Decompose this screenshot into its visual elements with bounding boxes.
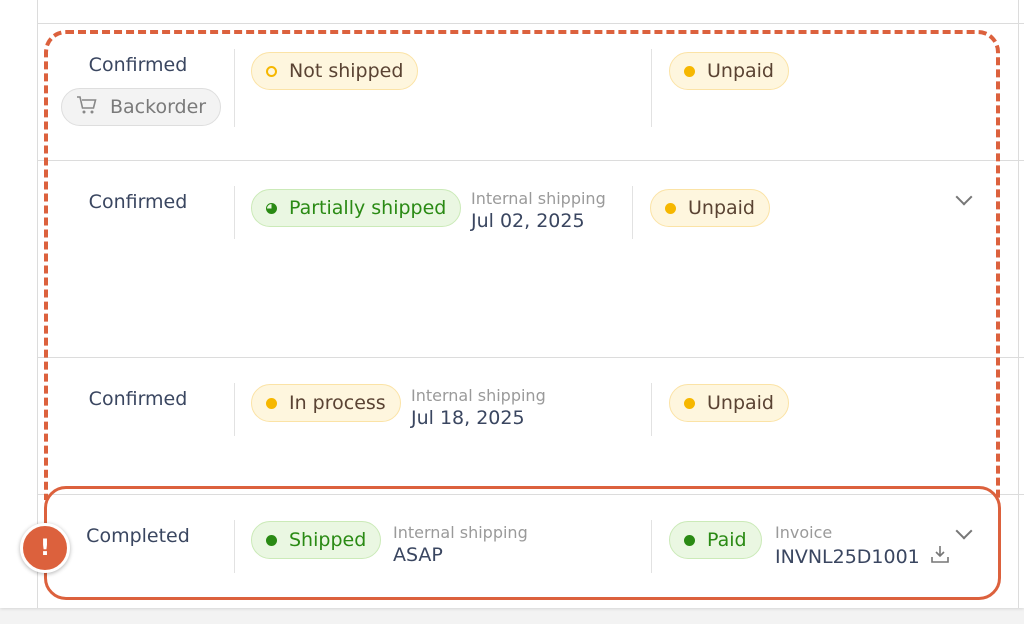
payment-status-badge: Unpaid	[669, 384, 789, 422]
dot-icon	[266, 397, 277, 409]
hollow-circle-icon	[266, 65, 277, 77]
highlight-group-dashed	[44, 30, 1000, 500]
shipping-info: Internal shipping Jul 02, 2025	[471, 189, 606, 232]
invoice-number[interactable]: INVNL25D1001	[775, 545, 920, 568]
table-row[interactable]: Confirmed Backorder Not shipped Unpaid	[38, 23, 1024, 160]
invoice-info: Invoice INVNL25D1001	[775, 523, 950, 569]
dot-icon	[684, 397, 695, 409]
half-circle-icon	[266, 202, 277, 214]
shipment-status-badge: Shipped	[251, 521, 382, 559]
shipping-label: Internal shipping	[471, 189, 606, 208]
shipping-label: Internal shipping	[393, 523, 528, 542]
payment-status-badge: Unpaid	[669, 52, 789, 90]
shipping-date: Jul 18, 2025	[411, 407, 525, 429]
dot-icon	[266, 534, 277, 546]
order-status: Confirmed	[88, 191, 188, 213]
dot-icon	[684, 65, 695, 77]
shipment-status-label: Not shipped	[289, 60, 404, 82]
cart-icon	[76, 95, 98, 120]
table-row[interactable]: Confirmed Partially shipped Internal shi…	[38, 160, 1024, 357]
shipment-status-badge: Partially shipped	[251, 189, 462, 227]
shipment-status-badge: In process	[251, 384, 401, 422]
table-row[interactable]: Completed Shipped Internal shipping ASAP…	[38, 494, 1024, 608]
dot-icon	[665, 202, 676, 214]
dot-icon	[684, 534, 695, 546]
payment-status-label: Paid	[707, 529, 747, 551]
shipping-info: Internal shipping Jul 18, 2025	[411, 386, 546, 429]
shipment-status-label: Shipped	[289, 529, 367, 551]
order-status: Confirmed	[88, 388, 188, 410]
payment-status-label: Unpaid	[688, 197, 755, 219]
payment-status-label: Unpaid	[707, 60, 774, 82]
orders-table: Confirmed Backorder Not shipped Unpaid C…	[0, 0, 1024, 608]
download-icon[interactable]	[930, 544, 950, 569]
column-divider	[1018, 0, 1019, 608]
table-row[interactable]: Confirmed In process Internal shipping J…	[38, 357, 1024, 494]
table-row	[38, 0, 1024, 23]
invoice-label: Invoice	[775, 523, 833, 542]
shipment-status-label: In process	[289, 392, 386, 414]
payment-status-label: Unpaid	[707, 392, 774, 414]
order-status: Completed	[86, 525, 190, 547]
backorder-label: Backorder	[110, 96, 207, 118]
column-divider	[37, 0, 38, 608]
payment-status-badge: Unpaid	[650, 189, 770, 227]
shipment-status-badge: Not shipped	[251, 52, 419, 90]
payment-status-badge: Paid	[669, 521, 762, 559]
shipment-status-label: Partially shipped	[289, 197, 447, 219]
shipping-info: Internal shipping ASAP	[393, 523, 528, 566]
shipping-date: Jul 02, 2025	[471, 210, 585, 232]
alert-icon[interactable]: !	[20, 523, 70, 573]
highlight-row-outline	[44, 486, 1001, 600]
backorder-badge: Backorder	[61, 88, 222, 126]
shipping-value: ASAP	[393, 544, 443, 566]
shipping-label: Internal shipping	[411, 386, 546, 405]
order-status: Confirmed	[88, 54, 188, 76]
